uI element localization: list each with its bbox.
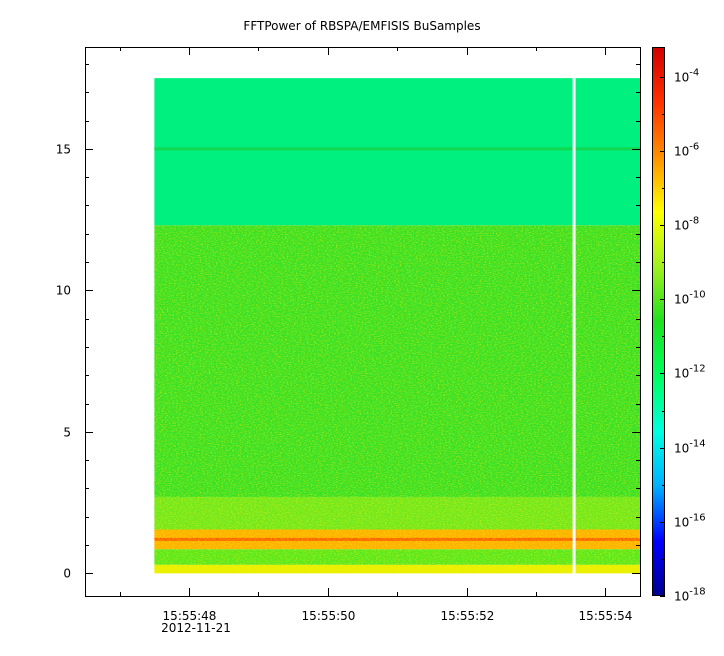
colorbar-tick-label: 10-16	[674, 513, 706, 530]
y-axis: 0 5 10 15	[56, 64, 640, 581]
colorbar-tick-label: 10-12	[674, 364, 706, 381]
colorbar-tick-label: 10-10	[674, 290, 706, 307]
colorbar	[652, 47, 665, 596]
y-tick-label: 10	[56, 284, 71, 298]
colorbar-tick-label: 10-14	[674, 439, 706, 456]
x-axis-date-label: 2012-11-21	[161, 621, 231, 635]
y-tick-label: 0	[63, 567, 71, 581]
colorbar-tick-label: 10-4	[674, 68, 699, 85]
x-axis: 15:55:48 15:55:50 15:55:52 15:55:54	[120, 47, 633, 623]
heatmap-texture	[154, 225, 640, 574]
x-tick-label: 15:55:54	[579, 609, 633, 623]
plot-frame	[85, 47, 641, 597]
colorbar-axis: 10-4 10-6 10-8 10-10 10-12 10-14 10-16 10-18	[660, 68, 706, 604]
x-tick-label: 15:55:48	[163, 609, 217, 623]
colorbar-tick-label: 10-8	[674, 216, 699, 233]
heatmap-band-0	[154, 78, 640, 226]
x-tick-label: 15:55:50	[302, 609, 356, 623]
chart-title: FFTPower of RBSPA/EMFISIS BuSamples	[243, 19, 480, 33]
colorbar-tick-label: 10-18	[674, 587, 706, 604]
heatmap-line-0	[154, 147, 640, 151]
plot-area	[154, 78, 640, 574]
colorbar-frame	[652, 47, 665, 596]
y-tick-label: 15	[56, 143, 71, 157]
data-gap	[572, 78, 576, 574]
x-tick-label: 15:55:52	[441, 609, 495, 623]
colorbar-tick-label: 10-6	[674, 142, 699, 159]
y-tick-label: 5	[63, 426, 71, 440]
